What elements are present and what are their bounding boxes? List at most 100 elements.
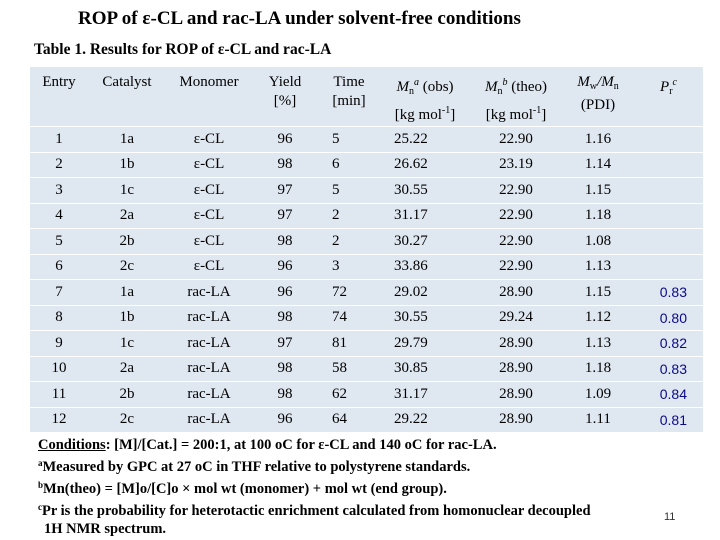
table-row: 8 1b rac-LA 98 74 30.55 29.24 1.12 0.80 <box>30 305 703 331</box>
cell-entry: 8 <box>55 309 63 326</box>
cell-catalyst: 2a <box>119 360 135 377</box>
cell-pr <box>634 127 703 153</box>
cell-time: 58 <box>332 360 347 377</box>
cell-pdi: 1.12 <box>584 309 612 326</box>
cell-mn-obs: 29.79 <box>394 334 428 351</box>
cell-time: 64 <box>332 411 347 428</box>
cell-pr <box>634 229 703 255</box>
cell-catalyst: 1a <box>119 130 135 147</box>
cell-mn-theo: 28.90 <box>499 283 533 300</box>
cell-time: 62 <box>332 385 347 402</box>
cell-mn-theo: 22.90 <box>499 207 533 224</box>
results-table-panel: Entry Catalyst Monomer Yield [%] Time [min… <box>30 67 703 432</box>
table-row: 2 1b ε-CL 98 6 26.62 23.19 1.14 <box>30 152 703 178</box>
table-row: 5 2b ε-CL 98 2 30.27 22.90 1.08 <box>30 228 703 255</box>
footnote-conditions: Conditions: [M]/[Cat.] = 200:1, at 100 o… <box>38 437 497 453</box>
cell-monomer: ε-CL <box>193 181 225 198</box>
cell-time: 74 <box>332 309 347 326</box>
cell-mn-obs: 31.17 <box>394 385 428 402</box>
cell-entry: 5 <box>55 232 63 249</box>
header-entry: Entry <box>30 67 88 127</box>
cell-catalyst: 1b <box>119 309 135 326</box>
table-caption: Table 1. Results for ROP of ε-CL and rac… <box>34 41 332 58</box>
cell-mn-obs: 31.17 <box>394 207 428 224</box>
footnotes: Conditions: [M]/[Cat.] = 200:1, at 100 o… <box>38 436 678 538</box>
cell-yield: 98 <box>277 385 293 402</box>
cell-yield: 97 <box>277 181 293 198</box>
cell-pr <box>634 254 703 280</box>
cell-yield: 96 <box>277 130 293 147</box>
header-mn-obs: Mna (obs) [kg mol-1] <box>380 67 470 127</box>
cell-pdi: 1.15 <box>584 283 612 300</box>
cell-mn-theo: 22.90 <box>499 181 533 198</box>
cell-pdi: 1.16 <box>584 130 612 147</box>
cell-pdi: 1.13 <box>584 334 612 351</box>
table-row: 4 2a ε-CL 97 2 31.17 22.90 1.18 <box>30 203 703 229</box>
cell-monomer: ε-CL <box>193 207 225 224</box>
cell-catalyst: 2c <box>119 411 135 428</box>
cell-entry: 2 <box>55 156 63 173</box>
cell-pdi: 1.18 <box>584 207 612 224</box>
header-yield: Yield [%] <box>252 67 318 127</box>
table-row: 10 2a rac-LA 98 58 30.85 28.90 1.18 0.83 <box>30 356 703 382</box>
cell-pr <box>634 203 703 229</box>
cell-pr: 0.84 <box>659 386 687 403</box>
cell-monomer: rac-LA <box>187 309 231 326</box>
cell-mn-theo: 22.90 <box>499 258 533 275</box>
cell-mn-theo: 28.90 <box>499 334 533 351</box>
cell-yield: 96 <box>277 411 293 428</box>
cell-mn-theo: 23.19 <box>499 156 533 173</box>
cell-mn-theo: 28.90 <box>499 385 533 402</box>
cell-monomer: rac-LA <box>187 283 231 300</box>
cell-yield: 97 <box>277 334 293 351</box>
cell-time: 2 <box>332 207 340 224</box>
cell-catalyst: 2c <box>119 258 135 275</box>
cell-time: 2 <box>332 232 340 249</box>
cell-pr: 0.80 <box>659 309 687 326</box>
cell-monomer: rac-LA <box>187 334 231 351</box>
cell-mn-theo: 28.90 <box>499 360 533 377</box>
table-header-row: Entry Catalyst Monomer Yield [%] Time [min… <box>30 67 703 127</box>
cell-yield: 98 <box>277 309 293 326</box>
cell-monomer: ε-CL <box>193 232 225 249</box>
cell-catalyst: 2b <box>119 232 135 249</box>
cell-monomer: ε-CL <box>193 130 225 147</box>
cell-time: 81 <box>332 334 347 351</box>
cell-catalyst: 1c <box>119 181 135 198</box>
cell-entry: 7 <box>55 283 63 300</box>
cell-pr: 0.82 <box>659 335 687 352</box>
cell-mn-theo: 28.90 <box>499 411 533 428</box>
table-row: 6 2c ε-CL 96 3 33.86 22.90 1.13 <box>30 254 703 280</box>
cell-entry: 3 <box>55 181 63 198</box>
cell-mn-obs: 33.86 <box>394 258 428 275</box>
table-body: 1 1a ε-CL 96 5 25.22 22.90 1.16 2 1b ε-CL 98 6 26.62 2… <box>30 126 703 433</box>
cell-entry: 11 <box>51 385 67 402</box>
cell-pr <box>634 152 703 178</box>
cell-entry: 1 <box>55 130 63 147</box>
cell-catalyst: 1b <box>119 156 135 173</box>
cell-time: 6 <box>332 156 340 173</box>
header-pdi: Mw/Mn (PDI) <box>562 67 634 127</box>
cell-entry: 4 <box>55 207 63 224</box>
cell-monomer: rac-LA <box>187 360 231 377</box>
cell-time: 72 <box>332 283 347 300</box>
cell-pr: 0.81 <box>659 411 687 428</box>
header-catalyst: Catalyst <box>88 67 166 127</box>
cell-entry: 10 <box>51 360 67 377</box>
cell-yield: 96 <box>277 258 293 275</box>
cell-monomer: ε-CL <box>193 258 225 275</box>
footnote-c: cPr is the probability for heterotactic … <box>38 502 591 519</box>
cell-time: 3 <box>332 258 340 275</box>
cell-yield: 98 <box>277 156 293 173</box>
page-number: 11 <box>664 511 676 523</box>
cell-yield: 97 <box>277 207 293 224</box>
cell-pdi: 1.13 <box>584 258 612 275</box>
footnote-b: bMn(theo) = [M]o/[C]o × mol wt (monomer)… <box>38 480 447 497</box>
cell-entry: 9 <box>55 334 63 351</box>
cell-mn-obs: 30.55 <box>394 309 428 326</box>
cell-yield: 98 <box>277 232 293 249</box>
cell-mn-obs: 30.55 <box>394 181 428 198</box>
cell-catalyst: 1a <box>119 283 135 300</box>
cell-catalyst: 2b <box>119 385 135 402</box>
slide-title: ROP of ε-CL and rac-LA under solvent-fre… <box>78 8 521 29</box>
